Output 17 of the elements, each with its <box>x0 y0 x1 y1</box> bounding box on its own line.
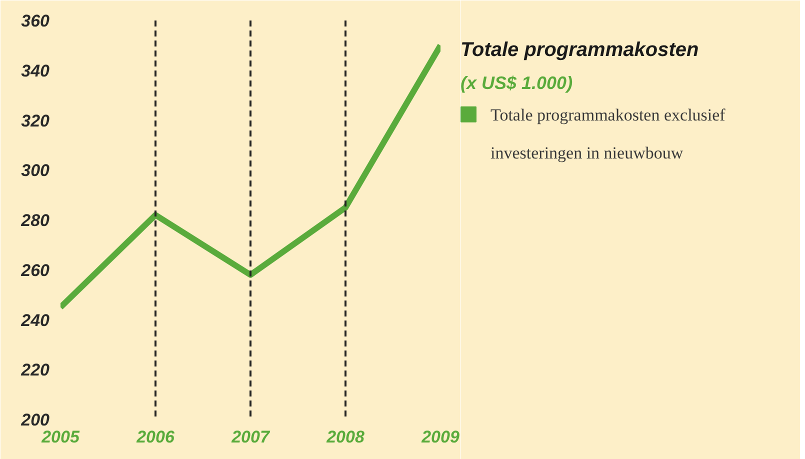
y-tick-label: 260 <box>20 260 50 280</box>
y-tick-label: 320 <box>21 111 50 130</box>
y-tick-label: 240 <box>20 310 50 330</box>
y-tick-label: 360 <box>21 12 50 30</box>
y-tick-label: 280 <box>20 211 50 230</box>
y-tick-label: 220 <box>20 360 50 380</box>
x-tick-label: 2009 <box>420 428 460 446</box>
x-tick-label: 2005 <box>40 428 80 446</box>
y-tick-label: 340 <box>21 61 50 80</box>
y-tick-label: 200 <box>20 410 50 430</box>
text: Totale programmakosten <box>460 39 699 62</box>
x-tick-label: 2006 <box>136 428 175 446</box>
y-tick-label: 300 <box>21 161 50 180</box>
text: (x US$ 1.000) <box>460 73 573 94</box>
x-tick-label: 2008 <box>326 428 365 446</box>
legend-label: Totale programmakosten exclusief investeringen in nieuwbouw <box>490 106 726 163</box>
x-tick-label: 2007 <box>230 428 271 446</box>
